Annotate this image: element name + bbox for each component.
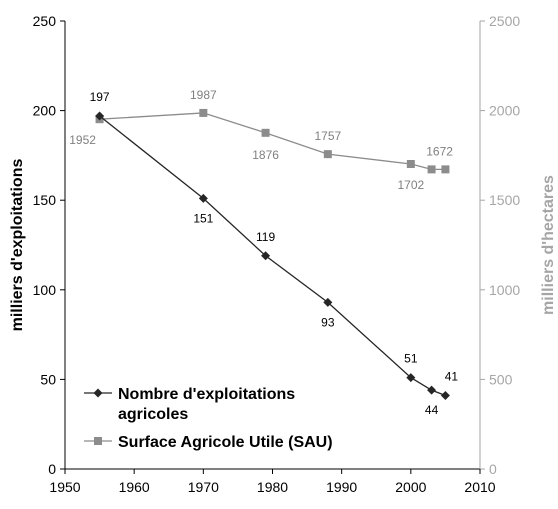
- series-layer: [95, 108, 450, 401]
- legend-marker-exploitations: [93, 388, 103, 398]
- x-tick-label: 2000: [395, 479, 426, 495]
- y-tick-label-left: 200: [33, 103, 57, 119]
- sau-data-label: 1952: [69, 133, 96, 147]
- x-tick-label: 1950: [49, 479, 80, 495]
- sau-point: [261, 128, 270, 137]
- y-tick-label-left: 250: [33, 13, 57, 29]
- sau-point: [441, 165, 450, 174]
- legend-label-exploitations-line1: Nombre d'exploitations: [118, 386, 295, 403]
- legend: Nombre d'exploitations agricoles Surface A…: [84, 386, 333, 451]
- y-tick-label-left: 150: [33, 192, 57, 208]
- sau-point: [427, 165, 436, 174]
- y-tick-label-right: 500: [489, 371, 513, 387]
- sau-data-label: 1757: [314, 129, 341, 143]
- y-tick-label-right: 2500: [489, 13, 520, 29]
- y-tick-label-left: 0: [48, 461, 56, 477]
- y-axis-title-left: milliers d'exploitations: [9, 159, 26, 332]
- exploitations-point: [323, 297, 333, 307]
- exploitations-point: [95, 111, 105, 121]
- exploitations-point: [440, 391, 450, 401]
- exploitations-data-label: 41: [445, 370, 459, 384]
- sau-data-label: 1672: [426, 144, 453, 158]
- y-tick-label-left: 100: [33, 282, 57, 298]
- exploitations-point: [261, 251, 271, 261]
- legend-marker-sau: [94, 437, 102, 445]
- legend-label-sau: Surface Agricole Utile (SAU): [118, 434, 333, 451]
- exploitations-point: [198, 193, 208, 203]
- sau-point: [199, 108, 208, 117]
- sau-point: [323, 150, 332, 159]
- sau-data-label: 1987: [190, 88, 217, 102]
- y-tick-label-right: 1500: [489, 192, 520, 208]
- exploitations-data-label: 151: [193, 211, 213, 225]
- x-tick-label: 1980: [257, 479, 288, 495]
- exploitations-data-label: 93: [321, 315, 335, 329]
- x-tick-label: 1960: [119, 479, 150, 495]
- y-axis-title-right: milliers d'hectares: [540, 175, 557, 315]
- sau-data-label: 1876: [252, 148, 279, 162]
- y-tick-label-right: 2000: [489, 103, 520, 119]
- y-tick-label-right: 1000: [489, 282, 520, 298]
- sau-point: [406, 160, 415, 169]
- x-tick-label: 2010: [464, 479, 495, 495]
- x-tick-label: 1970: [188, 479, 219, 495]
- exploitations-data-label: 51: [404, 352, 418, 366]
- y-tick-label-right: 0: [489, 461, 497, 477]
- legend-label-exploitations-line2: agricoles: [118, 406, 188, 423]
- y-tick-label-left: 50: [40, 371, 56, 387]
- sau-data-label: 1702: [397, 178, 424, 192]
- exploitations-point: [427, 385, 437, 395]
- data-labels: 197 151 119 93 51 44 41 1952 1987 1876 1757 1702 167…: [69, 88, 458, 417]
- x-tick-label: 1990: [326, 479, 357, 495]
- exploitations-data-label: 119: [256, 230, 275, 244]
- exploitations-data-label: 197: [90, 90, 110, 104]
- exploitations-data-label: 44: [425, 403, 439, 417]
- exploitations-point: [406, 373, 416, 383]
